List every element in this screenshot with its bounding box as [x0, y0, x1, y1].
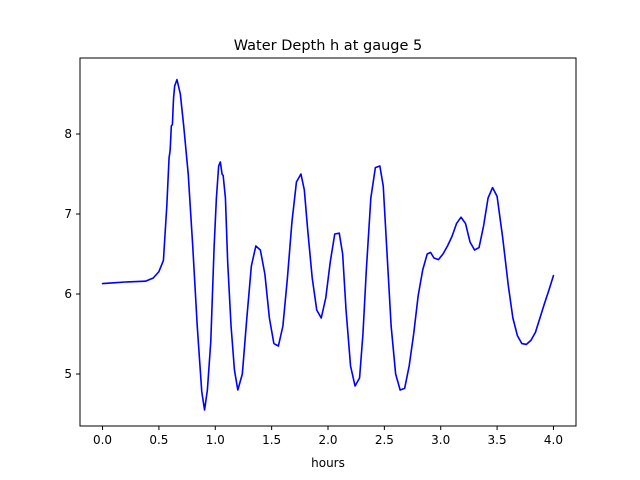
- x-tick-label: 2.5: [375, 433, 394, 447]
- x-axis: 0.0 0.5 1.0 1.5 2.0 2.5 3.0 3.5 4.0: [93, 426, 563, 447]
- y-axis: 5 6 7 8: [64, 127, 80, 381]
- x-tick-label: 1.0: [206, 433, 225, 447]
- x-tick-label: 3.5: [488, 433, 507, 447]
- y-tick-label: 7: [64, 207, 72, 221]
- x-tick-label: 0.0: [93, 433, 112, 447]
- chart-title: Water Depth h at gauge 5: [234, 38, 422, 54]
- y-tick-label: 8: [64, 127, 72, 141]
- series-line-0: [101, 78, 555, 411]
- x-tick-label: 2.0: [318, 433, 337, 447]
- x-tick-label: 4.0: [544, 433, 563, 447]
- x-tick-label: 1.5: [262, 433, 281, 447]
- y-tick-label: 6: [64, 287, 72, 301]
- x-axis-label: hours: [311, 456, 345, 470]
- y-tick-label: 5: [64, 367, 72, 381]
- plot-area: [101, 78, 555, 411]
- x-tick-label: 0.5: [149, 433, 168, 447]
- x-tick-label: 3.0: [431, 433, 450, 447]
